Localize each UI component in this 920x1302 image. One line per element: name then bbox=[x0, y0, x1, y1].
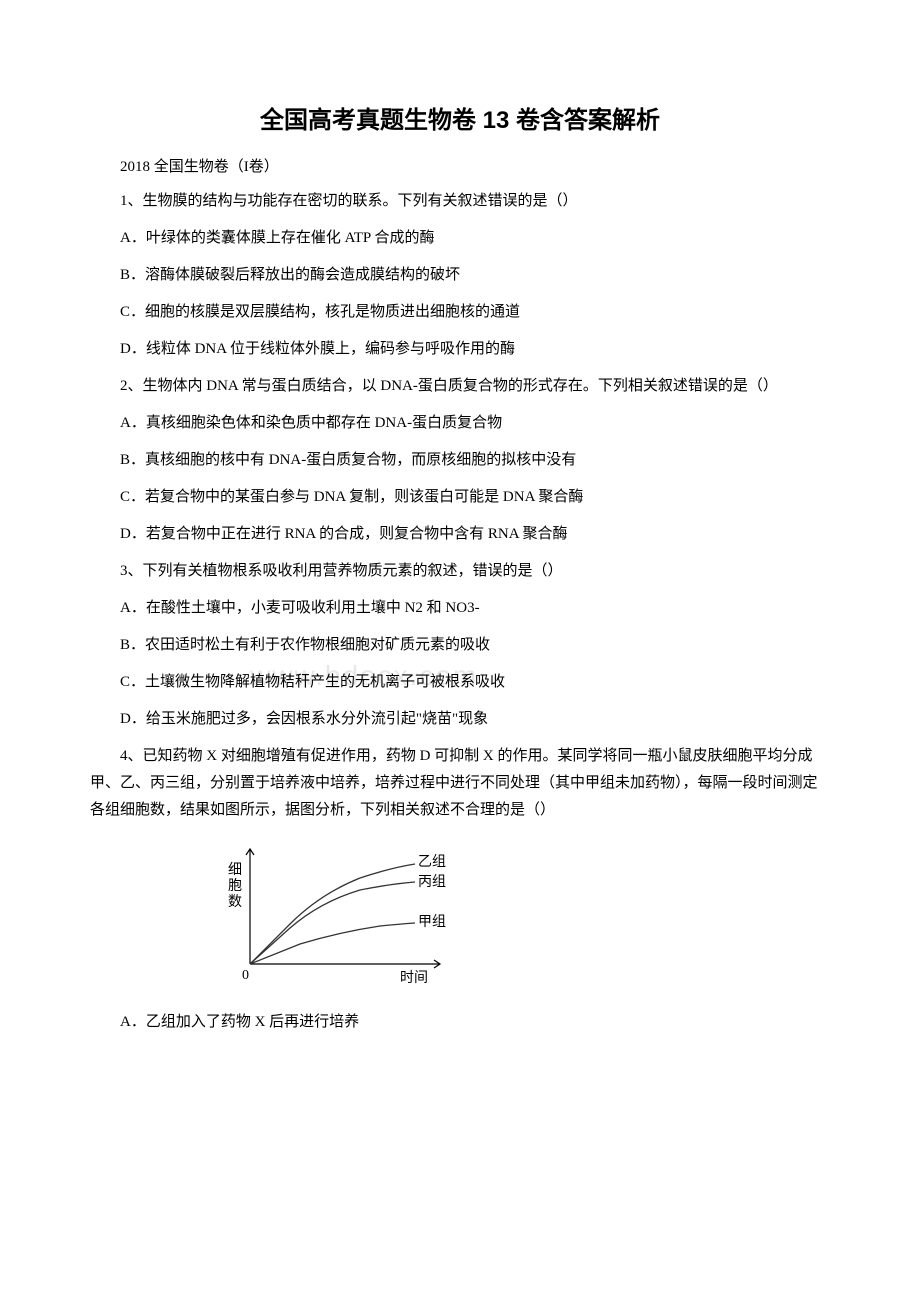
q2-option-c: C．若复合物中的某蛋白参与 DNA 复制，则该蛋白可能是 DNA 聚合酶 bbox=[90, 484, 830, 511]
q3-option-b: B．农田适时松土有利于农作物根细胞对矿质元素的吸收 bbox=[90, 632, 830, 659]
svg-text:细: 细 bbox=[228, 862, 242, 878]
q3-option-d: D．给玉米施肥过多，会因根系水分外流引起"烧苗"现象 bbox=[90, 706, 830, 733]
q3-stem: 3、下列有关植物根系吸收利用营养物质元素的叙述，错误的是（） bbox=[90, 558, 830, 585]
document-content: 全国高考真题生物卷 13 卷含答案解析 2018 全国生物卷（I卷） 1、生物膜… bbox=[90, 100, 830, 1036]
q2-option-d: D．若复合物中正在进行 RNA 的合成，则复合物中含有 RNA 聚合酶 bbox=[90, 521, 830, 548]
q3-option-c: C．土壤微生物降解植物秸秆产生的无机离子可被根系吸收 bbox=[90, 669, 830, 696]
q1-option-b: B．溶酶体膜破裂后释放出的酶会造成膜结构的破坏 bbox=[90, 262, 830, 289]
svg-text:数: 数 bbox=[228, 894, 242, 910]
q4-chart: 甲组 丙组 乙组细胞数时间 0 bbox=[200, 834, 830, 994]
q2-stem: 2、生物体内 DNA 常与蛋白质结合，以 DNA-蛋白质复合物的形式存在。下列相… bbox=[90, 373, 830, 400]
svg-text:胞: 胞 bbox=[228, 878, 242, 894]
q1-option-a: A．叶绿体的类囊体膜上存在催化 ATP 合成的酶 bbox=[90, 225, 830, 252]
svg-text:时间: 时间 bbox=[400, 970, 428, 986]
page-title: 全国高考真题生物卷 13 卷含答案解析 bbox=[90, 100, 830, 135]
q1-stem: 1、生物膜的结构与功能存在密切的联系。下列有关叙述错误的是（） bbox=[90, 188, 830, 215]
q2-option-b: B．真核细胞的核中有 DNA-蛋白质复合物，而原核细胞的拟核中没有 bbox=[90, 447, 830, 474]
q1-option-d: D．线粒体 DNA 位于线粒体外膜上，编码参与呼吸作用的酶 bbox=[90, 336, 830, 363]
subtitle-text: 2018 全国生物卷（I卷） bbox=[90, 155, 830, 176]
q2-option-a: A．真核细胞染色体和染色质中都存在 DNA-蛋白质复合物 bbox=[90, 410, 830, 437]
q4-option-a: A．乙组加入了药物 X 后再进行培养 bbox=[90, 1009, 830, 1036]
svg-text:甲组: 甲组 bbox=[418, 914, 446, 930]
svg-text:乙组: 乙组 bbox=[418, 854, 446, 870]
line-chart-svg: 甲组 丙组 乙组细胞数时间 0 bbox=[200, 834, 470, 994]
svg-text:0: 0 bbox=[242, 968, 249, 983]
q1-option-c: C．细胞的核膜是双层膜结构，核孔是物质进出细胞核的通道 bbox=[90, 299, 830, 326]
q3-option-a: A．在酸性土壤中，小麦可吸收利用土壤中 N2 和 NO3- bbox=[90, 595, 830, 622]
svg-text:丙组: 丙组 bbox=[418, 874, 446, 890]
q4-stem: 4、已知药物 X 对细胞增殖有促进作用，药物 D 可抑制 X 的作用。某同学将同… bbox=[90, 743, 830, 824]
